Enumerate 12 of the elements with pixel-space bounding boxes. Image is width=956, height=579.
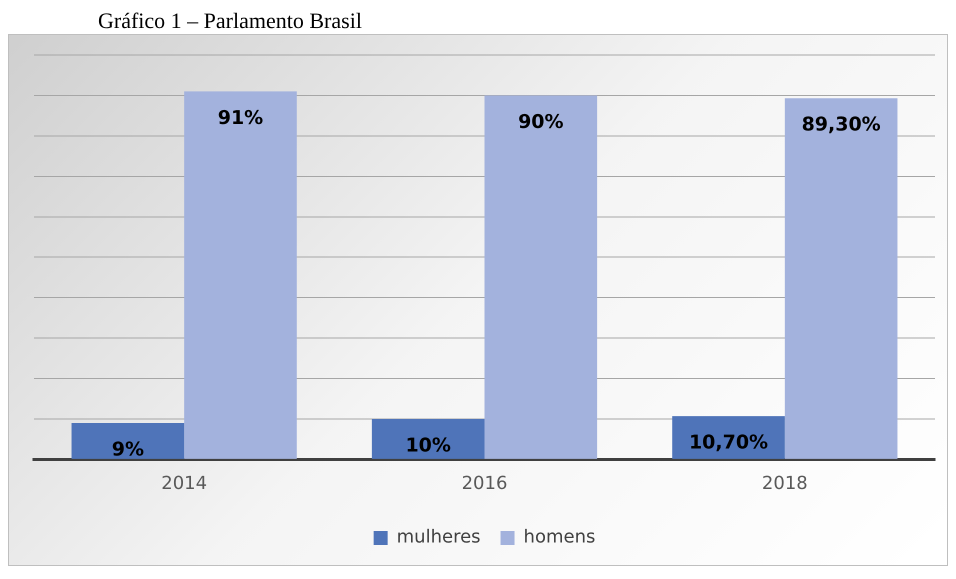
data-label: 90% <box>518 110 564 133</box>
legend-label: mulheres <box>396 526 481 548</box>
data-label: 91% <box>218 106 264 129</box>
x-tick-label: 2016 <box>462 472 508 494</box>
chart-title: Gráfico 1 – Parlamento Brasil <box>98 8 363 34</box>
x-tick-label: 2014 <box>161 472 208 494</box>
data-label: 10% <box>405 434 451 456</box>
data-label: 9% <box>112 438 144 460</box>
data-label: 10,70% <box>688 432 768 454</box>
legend-label: homens <box>524 526 596 548</box>
x-tick-label: 2018 <box>762 472 808 494</box>
data-label: 89,30% <box>802 114 881 136</box>
